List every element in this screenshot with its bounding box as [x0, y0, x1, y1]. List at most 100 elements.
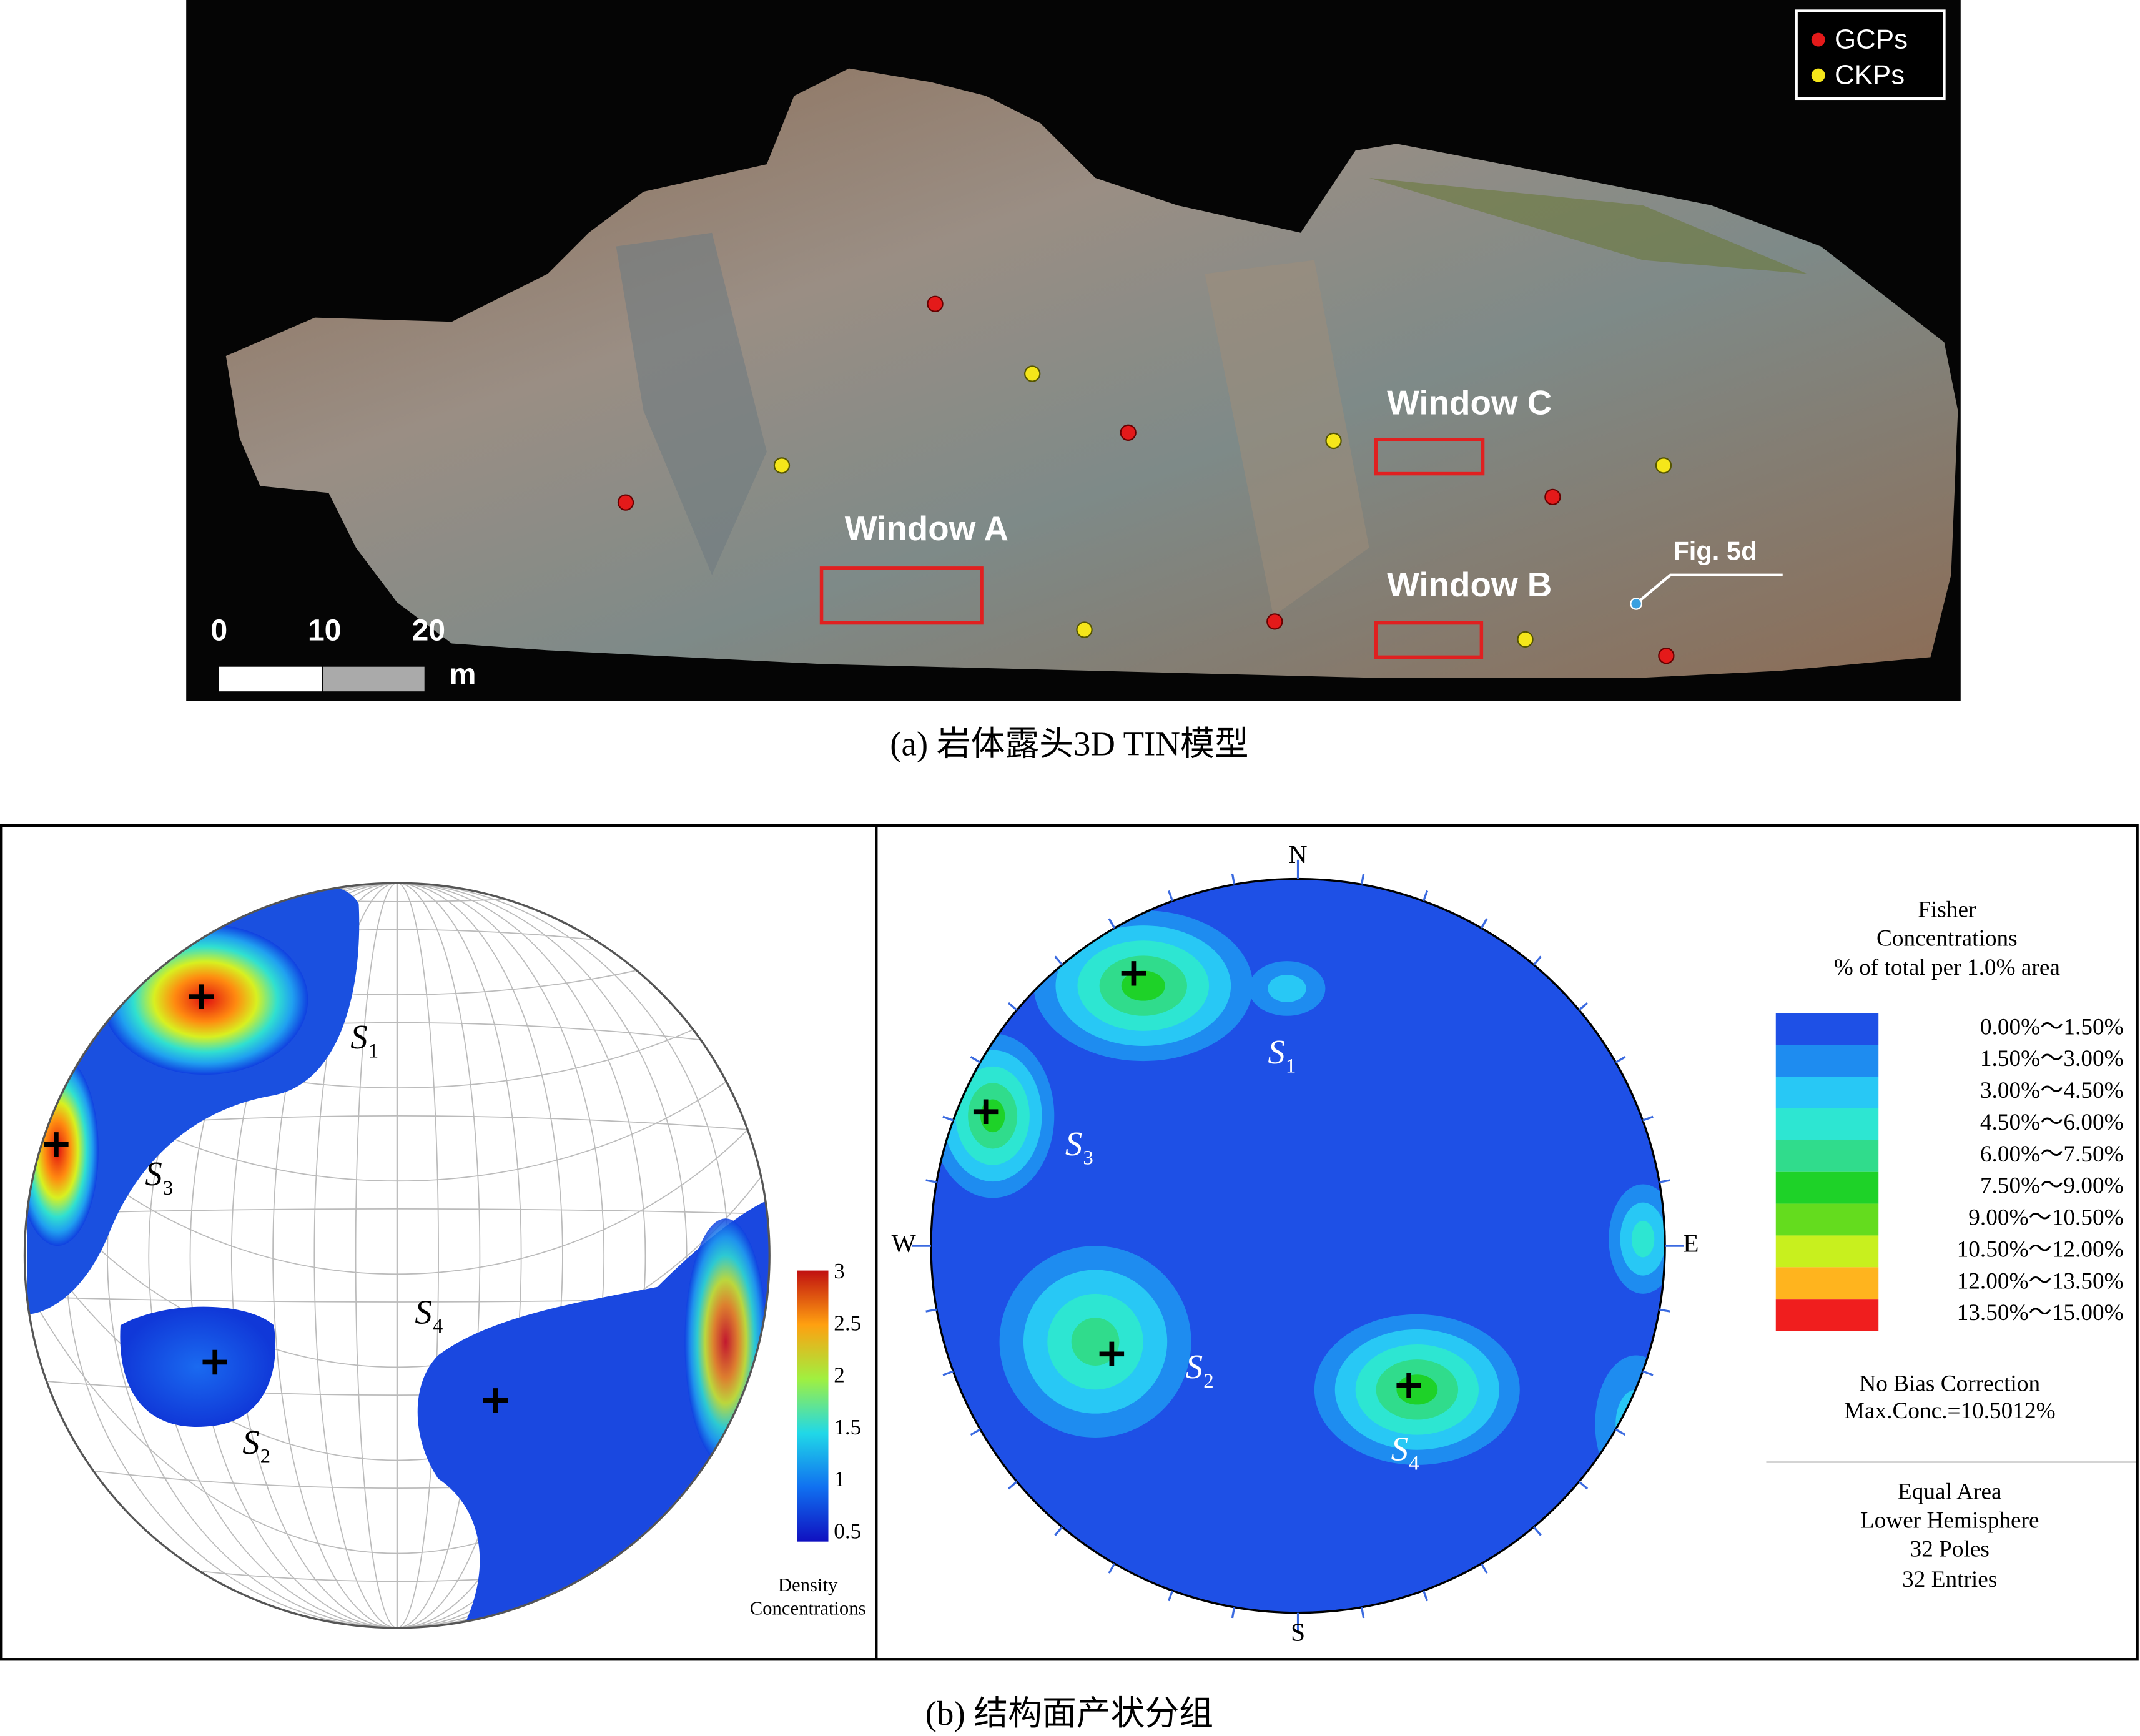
legend-label: 0.00%～1.50%	[1980, 1014, 2124, 1040]
pole-cross	[189, 984, 214, 1009]
azimuth-tick	[1422, 890, 1429, 902]
azimuth-tick	[1231, 1607, 1236, 1619]
rock-texture	[1205, 260, 1369, 616]
windows	[819, 438, 1485, 659]
scale-bar	[323, 666, 425, 692]
azimuth-tick	[1168, 1590, 1174, 1602]
pointer-line	[1635, 573, 1783, 605]
note: Max.Conc.=10.5012%	[1844, 1398, 2056, 1424]
set-label: S	[350, 1018, 367, 1056]
meridian	[272, 883, 522, 1628]
azimuth-tick	[1054, 1526, 1063, 1536]
pole-cross	[973, 1099, 999, 1124]
pole-cross	[1099, 1341, 1125, 1367]
info: 32 Entries	[1902, 1567, 1997, 1592]
figure-ref: Fig. 5d	[1673, 536, 1757, 566]
azimuth-tick	[1480, 1563, 1488, 1574]
legend-swatch	[1775, 1267, 1879, 1300]
legend-swatch	[1775, 1108, 1879, 1140]
legend-swatch	[1775, 1235, 1879, 1268]
colorbar-tick: 2.5	[834, 1311, 861, 1335]
colorbar	[797, 1270, 829, 1542]
legend-label: 3.00%～4.50%	[1980, 1078, 2124, 1103]
density-contours	[930, 910, 1665, 1492]
azimuth-tick	[970, 1056, 981, 1063]
legend-swatch	[1775, 1013, 1879, 1045]
ckp	[1655, 457, 1672, 474]
pole-cross	[202, 1349, 227, 1375]
ckp-points	[773, 365, 1672, 648]
legend-label: 6.00%～7.50%	[1980, 1142, 2124, 1167]
meridian	[107, 883, 688, 1628]
pole-cross	[44, 1132, 69, 1157]
gcp	[927, 295, 944, 312]
azimuth-tick	[1422, 1590, 1429, 1602]
set-label-sub: 2	[1203, 1370, 1213, 1393]
info: Equal Area	[1898, 1479, 2002, 1504]
azimuth-tick	[1533, 1526, 1542, 1536]
azimuth-tick	[970, 1428, 981, 1436]
note: No Bias Correction	[1859, 1371, 2040, 1396]
set-label-sub: 4	[1409, 1452, 1419, 1474]
contour	[1595, 1355, 1665, 1492]
legend-label: 7.50%～9.00%	[1980, 1173, 2124, 1199]
contour	[1615, 1389, 1657, 1458]
window-a-box	[819, 566, 984, 625]
azimuth-tick	[1168, 890, 1174, 902]
compass-label: W	[891, 1230, 916, 1258]
legend-label: 1.50%～3.00%	[1980, 1046, 2124, 1072]
colorbar-title: Concentrations	[750, 1597, 866, 1619]
legend-swatch	[1775, 1203, 1879, 1236]
gcp	[1544, 488, 1561, 506]
legend-title: % of total per 1.0% area	[1834, 955, 2061, 980]
pole-cross	[1121, 961, 1146, 986]
legend-marker	[1811, 32, 1825, 47]
scale-bar	[219, 666, 322, 692]
meridian	[355, 883, 439, 1628]
legend-swatch	[1775, 1045, 1879, 1077]
window-label: Window C	[1387, 383, 1552, 422]
azimuth-tick	[925, 1308, 937, 1313]
right-stereonet	[912, 859, 1684, 1632]
set-label: S	[1391, 1430, 1408, 1468]
set-label-sub: 3	[163, 1177, 173, 1200]
legend-label: 10.50%～12.00%	[1957, 1236, 2124, 1262]
info: Lower Hemisphere	[1860, 1508, 2039, 1534]
legend-marker	[1811, 68, 1825, 82]
compass-label: E	[1683, 1230, 1699, 1258]
legend-swatch	[1775, 1299, 1879, 1331]
set-label-sub: 2	[260, 1445, 270, 1467]
meridian	[148, 883, 646, 1628]
pole-cross	[1396, 1373, 1421, 1398]
vegetation	[1369, 178, 1808, 274]
set-label: S	[415, 1293, 431, 1331]
gcp	[1658, 648, 1675, 664]
legend-swatch	[1775, 1140, 1879, 1172]
azimuth-tick	[925, 1179, 937, 1183]
azimuth-tick	[1533, 955, 1542, 966]
contour	[120, 1306, 276, 1428]
ckp	[773, 457, 791, 474]
window-c-box	[1374, 438, 1485, 476]
set-label-sub: 3	[1083, 1147, 1093, 1170]
colorbar-tick: 3	[834, 1259, 845, 1283]
azimuth-tick	[1360, 1607, 1365, 1619]
meridian	[313, 883, 481, 1628]
legend-title: Concentrations	[1876, 926, 2018, 952]
gcp	[1120, 424, 1137, 441]
set-label: S	[242, 1423, 259, 1461]
scale-label: 10	[308, 614, 342, 648]
legend-label: GCPs	[1835, 24, 1908, 54]
legend-label: CKPs	[1835, 59, 1905, 90]
meridian	[230, 883, 563, 1628]
gcp-points	[617, 295, 1675, 664]
azimuth-tick	[1360, 873, 1365, 885]
set-label-sub: 4	[433, 1315, 443, 1338]
azimuth-tick	[1108, 1563, 1116, 1574]
small-circle	[24, 883, 770, 902]
legend-label: 13.50%～15.00%	[1957, 1300, 2124, 1326]
compass-label: S	[1291, 1618, 1305, 1647]
gcp	[617, 494, 634, 511]
azimuth-tick	[1007, 1481, 1018, 1490]
